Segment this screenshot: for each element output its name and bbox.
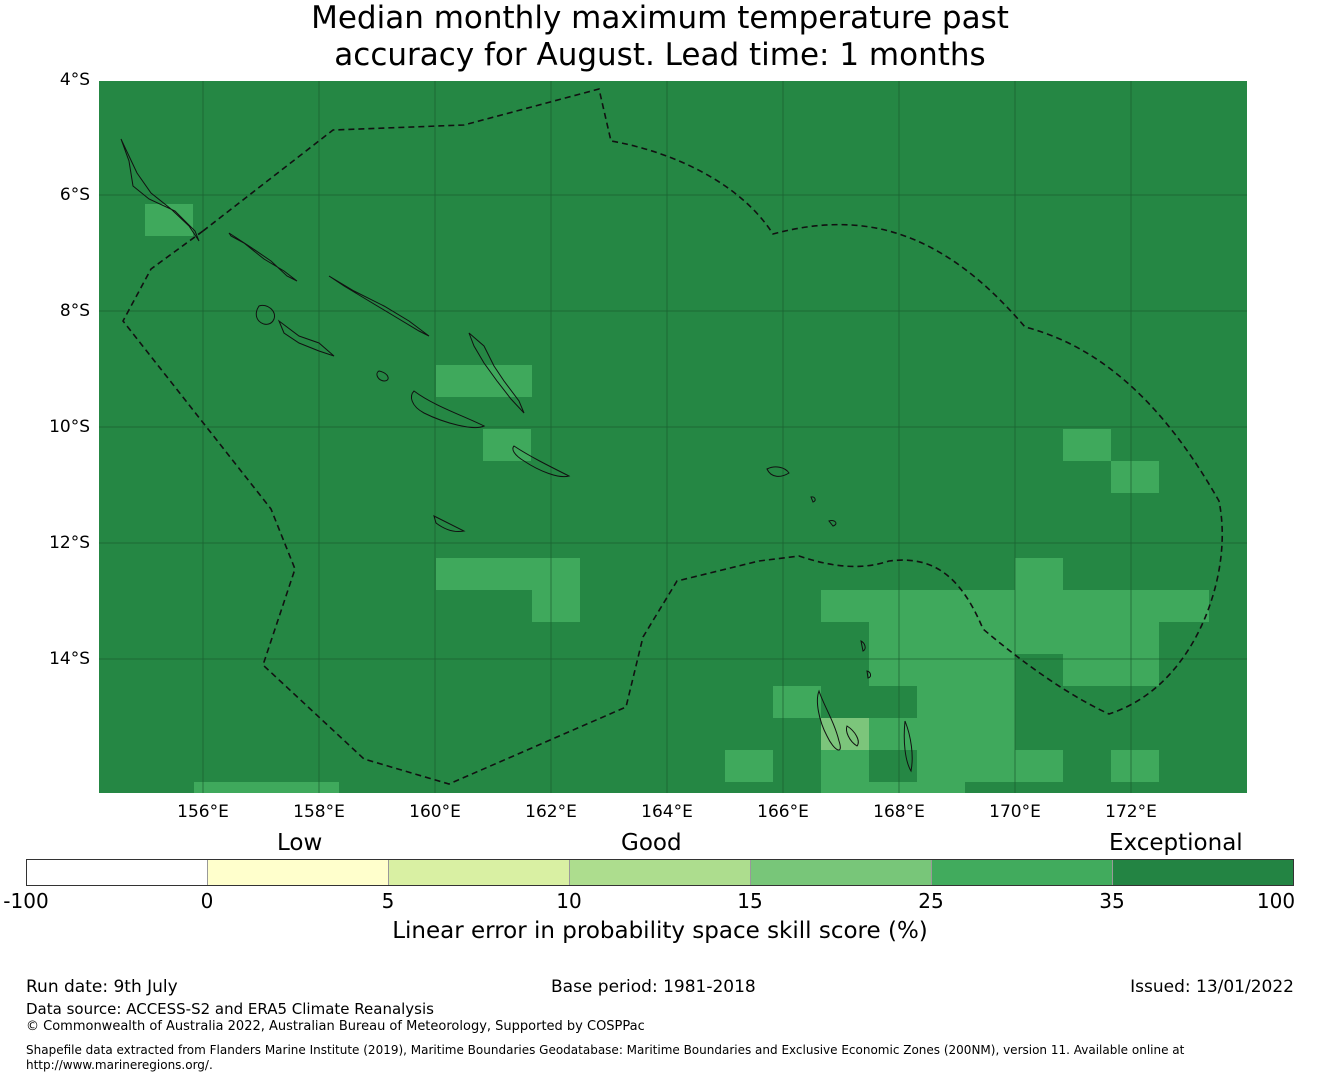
chart-title: Median monthly maximum temperature past … xyxy=(0,0,1320,74)
colorbar-tick: 5 xyxy=(381,889,395,913)
lon-label-158e: 158°E xyxy=(293,802,345,822)
legend-category-good: Good xyxy=(621,830,682,856)
eez-boundary xyxy=(122,88,1224,785)
title-line-2: accuracy for August. Lead time: 1 months xyxy=(334,37,986,73)
issued-date: Issued: 13/01/2022 xyxy=(1130,977,1294,997)
copyright: © Commonwealth of Australia 2022, Austra… xyxy=(26,1019,645,1034)
colorbar-tick: 35 xyxy=(1099,889,1125,913)
lon-label-156e: 156°E xyxy=(177,802,229,822)
colorbar-segment xyxy=(751,860,932,885)
lat-label-8s: 8°S xyxy=(59,301,90,321)
colorbar-tick: 25 xyxy=(918,889,944,913)
coastlines xyxy=(120,138,913,773)
data-source: Data source: ACCESS-S2 and ERA5 Climate … xyxy=(26,1000,434,1018)
colorbar-tick: 100 xyxy=(1256,889,1296,913)
colorbar-tick: -100 xyxy=(3,889,49,913)
colorbar-segment xyxy=(208,860,389,885)
fair-skill-cell xyxy=(821,718,869,750)
skill-map xyxy=(99,81,1247,793)
lat-label-12s: 12°S xyxy=(49,533,90,553)
title-line-1: Median monthly maximum temperature past xyxy=(311,0,1009,36)
lat-label-4s: 4°S xyxy=(59,70,90,90)
colorbar-segment xyxy=(570,860,751,885)
lat-label-6s: 6°S xyxy=(59,185,90,205)
colorbar-segment xyxy=(932,860,1113,885)
lon-label-170e: 170°E xyxy=(989,802,1041,822)
lon-label-166e: 166°E xyxy=(757,802,809,822)
colorbar-tick: 10 xyxy=(556,889,582,913)
map-background xyxy=(99,81,1247,793)
lon-label-160e: 160°E xyxy=(409,802,461,822)
lon-label-162e: 162°E xyxy=(525,802,577,822)
colorbar-segment xyxy=(1113,860,1293,885)
shapefile-credit-line-2: http://www.marineregions.org/. xyxy=(26,1058,213,1072)
base-period: Base period: 1981-2018 xyxy=(551,977,756,997)
legend-category-exceptional: Exceptional xyxy=(1109,830,1243,856)
lon-label-164e: 164°E xyxy=(641,802,693,822)
legend-category-low: Low xyxy=(277,830,323,856)
lat-label-14s: 14°S xyxy=(49,649,90,669)
colorbar-segment xyxy=(27,860,208,885)
colorbar-tick: 0 xyxy=(200,889,214,913)
lon-label-168e: 168°E xyxy=(873,802,925,822)
colorbar-segment xyxy=(389,860,570,885)
lon-label-172e: 172°E xyxy=(1105,802,1157,822)
shapefile-credit-line-1: Shapefile data extracted from Flanders M… xyxy=(26,1043,1185,1057)
colorbar-title: Linear error in probability space skill … xyxy=(392,918,928,944)
lat-label-10s: 10°S xyxy=(49,417,90,437)
colorbar-tick: 15 xyxy=(737,889,763,913)
run-date: Run date: 9th July xyxy=(26,977,178,997)
colorbar xyxy=(26,859,1294,886)
graticule xyxy=(99,81,1247,793)
